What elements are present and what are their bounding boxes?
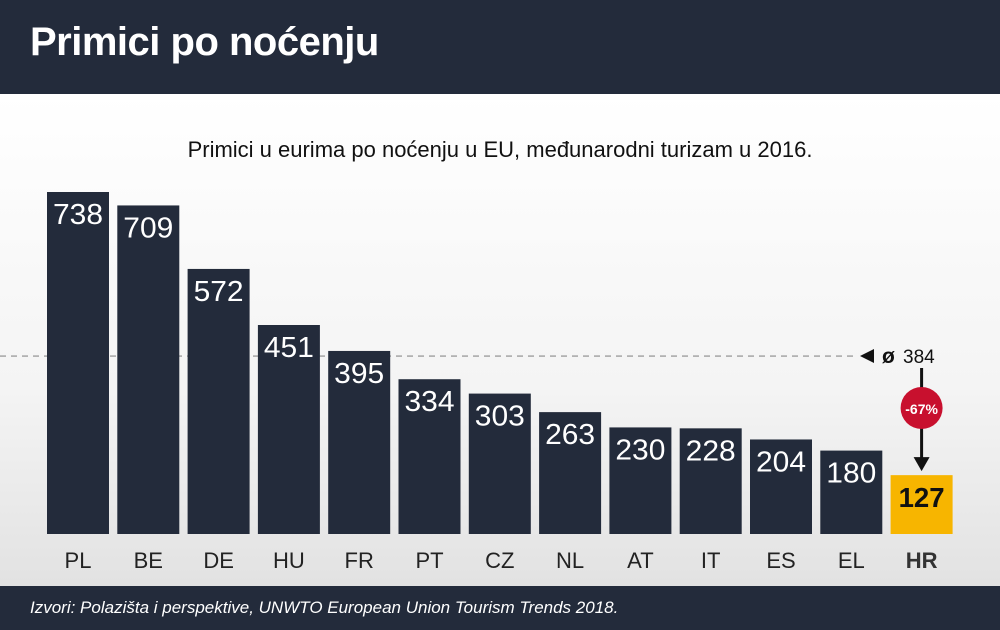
bar-pl	[47, 192, 109, 534]
category-label: BE	[134, 548, 163, 573]
bar-nl	[539, 412, 602, 534]
bar-value-label: 451	[264, 332, 314, 364]
bar-value-label: 230	[615, 434, 665, 466]
category-label: FR	[345, 548, 374, 573]
category-label: IT	[701, 548, 721, 573]
category-label: PL	[65, 548, 92, 573]
bar-de	[187, 268, 250, 534]
bar-el	[820, 450, 883, 534]
bar-it	[679, 428, 742, 534]
category-label: NL	[556, 548, 584, 573]
bar-cz	[468, 393, 531, 534]
category-label: ES	[766, 548, 795, 573]
bar-chart: ø 384 738 PL 709 BE 572 DE 451 HU 395 FR 334 PT 303 CZ 2…	[0, 192, 953, 573]
category-label: DE	[203, 548, 234, 573]
reduction-arrow-icon	[913, 457, 930, 472]
bar-value-label: 395	[334, 358, 384, 390]
header-bar: Primici po noćenju	[0, 0, 1000, 94]
average-value: 384	[903, 347, 935, 368]
bar-fr	[328, 350, 391, 534]
bar-value-label: 709	[123, 212, 173, 244]
category-label: EL	[838, 548, 865, 573]
bar-be	[117, 205, 180, 534]
bar-value-label: 334	[405, 386, 455, 418]
bar-value-label: 180	[826, 458, 876, 490]
category-label: HR	[906, 548, 938, 573]
category-label: PT	[415, 548, 443, 573]
average-arrow-icon	[860, 349, 874, 364]
category-label: CZ	[485, 548, 514, 573]
category-label: AT	[627, 548, 653, 573]
bar-es	[750, 439, 812, 534]
bar-value-label: 204	[756, 446, 806, 478]
chart-title: Primici u eurima po noćenju u EU, međuna…	[187, 137, 813, 162]
bar-hr	[890, 475, 953, 534]
bar-value-label: 738	[53, 199, 103, 231]
bar-value-label: 263	[545, 419, 595, 451]
bar-value-label: 127	[899, 482, 945, 513]
bar-value-label: 228	[686, 435, 736, 467]
average-symbol: ø	[882, 345, 895, 368]
reduction-badge	[900, 387, 943, 429]
bar-at	[609, 427, 672, 534]
footer-bar: Izvori: Polazišta i perspektive, UNWTO E…	[0, 586, 1000, 630]
page-title: Primici po noćenju	[30, 20, 379, 64]
reduction-badge-label: -67%	[905, 401, 938, 417]
bar-value-label: 303	[475, 401, 525, 433]
category-label: HU	[273, 548, 305, 573]
bar-hu	[257, 325, 320, 534]
bar-pt	[398, 379, 461, 534]
bar-value-label: 572	[194, 276, 244, 308]
source-note: Izvori: Polazišta i perspektive, UNWTO E…	[30, 598, 619, 617]
